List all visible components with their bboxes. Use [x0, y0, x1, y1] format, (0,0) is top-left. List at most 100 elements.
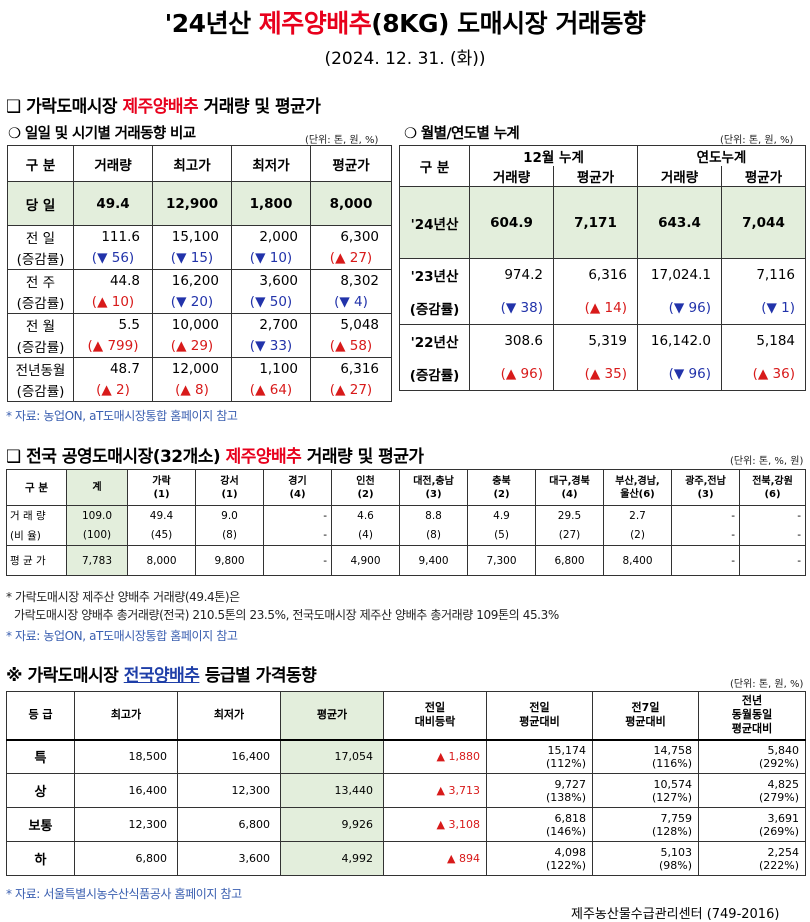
- grade-header-col: 전년 동월동일 평균대비: [698, 691, 806, 740]
- grade-header-row: 등 급 최고가 최저가 평균가 전일 대비등락 전일 평균대비 전7일 평균대비 전년 동월동일 평균대…: [6, 691, 806, 740]
- report-date: (2024. 12. 31. (화)): [324, 49, 486, 69]
- monthly-row-change: (▼ 96): [637, 357, 722, 391]
- daily-header-row: 구 분 거래량 최고가 최저가 평균가: [7, 145, 392, 182]
- daily-today-avg: 8,000: [310, 181, 392, 226]
- grade-compare: 5,103 (98%): [592, 841, 699, 876]
- daily-row-label: 전년동월: [7, 357, 74, 380]
- daily-row-sublabel: (증감률): [7, 335, 74, 358]
- daily-today-label: 당 일: [7, 181, 74, 226]
- national-header-name: 인천: [356, 475, 375, 487]
- national-header-col: 광주,전남 (3): [671, 469, 740, 506]
- monthly-row-value: 974.2: [469, 258, 554, 292]
- grade-compare: 15,174 (112%): [486, 739, 593, 774]
- national-header-col: 강서 (1): [195, 469, 264, 506]
- daily-today-volume: 49.4: [73, 181, 153, 226]
- national-volume-value: 4.6: [331, 505, 400, 526]
- grade-header-col: 평균가: [280, 691, 384, 740]
- national-price-value: 9,800: [195, 545, 264, 576]
- grade-compare: 6,818 (146%): [486, 807, 593, 842]
- grade-row: 보통 12,300 6,800 9,926 ▲ 3,108 6,818 (146%) 7,75…: [6, 807, 806, 842]
- monthly-row: '22년산 308.6 5,319 16,142.0 5,184: [399, 324, 806, 358]
- monthly-row: '23년산 974.2 6,316 17,024.1 7,116: [399, 258, 806, 292]
- monthly-row-sublabel: (증감률): [399, 291, 470, 325]
- national-unit: (단위: 톤, %, 원): [730, 456, 804, 467]
- national-ratio-value: (4): [331, 525, 400, 546]
- daily-row-sublabel: (증감률): [7, 247, 74, 270]
- daily-today-min: 1,800: [231, 181, 311, 226]
- daily-row-value: 48.7: [73, 357, 153, 380]
- national-price-value: 8,000: [127, 545, 196, 576]
- monthly-header-col: 거래량: [469, 166, 554, 187]
- grade-header-text: 최고가: [110, 708, 142, 722]
- grade-header-text: 평균가: [316, 708, 348, 722]
- grade-header-col: 전7일 평균대비: [592, 691, 699, 740]
- national-price-value: -: [671, 545, 740, 576]
- monthly-row-change: (▲ 96): [469, 357, 554, 391]
- national-header-name: 경기: [288, 475, 307, 487]
- daily-change-row: (증감률) (▲ 2) (▲ 8) (▲ 64) (▲ 27): [7, 379, 392, 402]
- grade-compare: 4,825 (279%): [698, 773, 806, 808]
- national-ratio-label: (비 율): [6, 525, 67, 546]
- grade-header-text: 평균대비: [625, 715, 666, 729]
- grade-compare-value: 9,727: [554, 777, 587, 791]
- grade-compare: 10,574 (127%): [592, 773, 699, 808]
- grade-header-col: 등 급: [6, 691, 75, 740]
- grade-diff: ▲ 1,880: [383, 739, 487, 774]
- national-volume-value: -: [671, 505, 740, 526]
- monthly-header-row-2: 거래량 평균가 거래량 평균가: [400, 166, 806, 187]
- daily-row-change: (▲ 2): [73, 379, 153, 402]
- monthly-subtitle: ❍ 월별/연도별 누계: [404, 126, 520, 142]
- grade-header-text: 전일: [529, 701, 550, 715]
- national-ratio-value: -: [671, 525, 740, 546]
- national-volume-value: 29.5: [535, 505, 604, 526]
- national-header-sub: (3): [697, 488, 714, 500]
- daily-row-change: (▼ 50): [231, 291, 311, 314]
- national-price-value: 7,783: [66, 545, 128, 576]
- grade-header-text: 평균대비: [519, 715, 560, 729]
- section-1-title: ❑ 가락도매시장 제주양배추 거래량 및 평균가: [6, 97, 321, 117]
- monthly-row-value: 16,142.0: [637, 324, 722, 358]
- grade-compare-pct: (98%): [658, 858, 692, 872]
- grade-compare-value: 15,174: [547, 743, 587, 757]
- grade-label: 하: [6, 841, 75, 876]
- monthly-header-label: 구 분: [399, 145, 470, 187]
- daily-header-min: 최저가: [231, 145, 311, 182]
- monthly-row-value: 17,024.1: [637, 258, 722, 292]
- daily-row-value: 111.6: [73, 225, 153, 248]
- note-source-1: * 자료: 농업ON, aT도매시장통합 홈페이지 참고: [6, 409, 238, 423]
- grade-unit: (단위: 톤, 원, %): [730, 679, 804, 690]
- monthly-header-group-dec: 12월 누계: [469, 145, 638, 166]
- daily-row-change: (▼ 33): [231, 335, 311, 358]
- grade-diff: ▲ 894: [383, 841, 487, 876]
- daily-row-label: 전 월: [7, 313, 74, 336]
- national-header-name: 대전,충남: [413, 475, 454, 487]
- national-table: 구 분 계 가락 (1) 강서 (1) 경기 (4) 인천 (2) 대전,충남 (3) 충북 (2) 대구…: [6, 469, 806, 576]
- grade-header-text: 동월동일: [731, 708, 773, 722]
- monthly-current-value: 7,171: [553, 186, 638, 259]
- national-header-sub: (3): [425, 488, 442, 500]
- daily-today-row: 당 일 49.4 12,900 1,800 8,000: [7, 181, 392, 226]
- daily-row-label: 전 주: [7, 269, 74, 292]
- monthly-header-col: 거래량: [637, 166, 722, 187]
- grade-compare-value: 10,574: [653, 777, 693, 791]
- national-header-name: 부산,경남,: [615, 475, 660, 487]
- monthly-row-change: (▼ 96): [637, 291, 722, 325]
- monthly-row-value: 7,116: [721, 258, 806, 292]
- national-header-sub: (1): [221, 488, 238, 500]
- national-price-value: 7,300: [467, 545, 536, 576]
- grade-label: 보통: [6, 807, 75, 842]
- daily-row-change: (▼ 20): [152, 291, 232, 314]
- grade-min: 12,300: [177, 773, 281, 808]
- daily-header-avg: 평균가: [310, 145, 392, 182]
- national-header-sub: (1): [153, 488, 170, 500]
- daily-row-value: 10,000: [152, 313, 232, 336]
- grade-header-text: 전7일: [631, 701, 660, 715]
- note-source-3: * 자료: 서울특별시농수산식품공사 홈페이지 참고: [6, 887, 242, 901]
- national-header-name: 계: [92, 482, 102, 493]
- daily-change-row: (증감률) (▲ 799) (▲ 29) (▼ 33) (▲ 58): [7, 335, 392, 358]
- grade-avg: 4,992: [280, 841, 384, 876]
- national-volume-value: -: [263, 505, 332, 526]
- grade-max: 6,800: [74, 841, 178, 876]
- grade-compare-pct: (122%): [545, 858, 586, 872]
- national-header-sub: (4): [289, 488, 306, 500]
